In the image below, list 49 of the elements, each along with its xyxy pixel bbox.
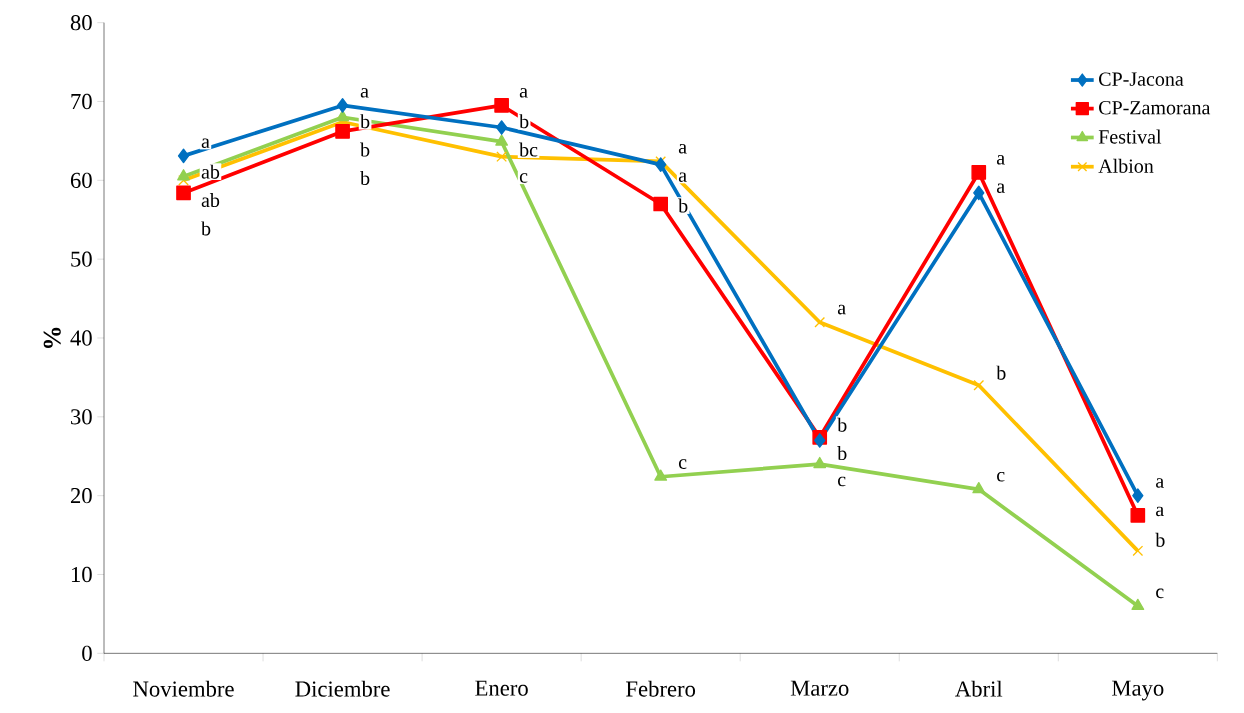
x-tick-label: Febrero — [626, 680, 696, 697]
annotation: c — [1156, 588, 1164, 599]
annotation: b — [1155, 532, 1165, 547]
annotation: b — [360, 170, 370, 185]
annotation: b — [678, 198, 688, 213]
x-tick-label: Enero — [475, 680, 528, 696]
annotation: a — [201, 138, 210, 148]
annotation: b — [519, 114, 529, 129]
legend-label: Festival — [1098, 129, 1162, 144]
annotation: a — [1156, 478, 1164, 488]
legend-label: CP-Jacona — [1099, 72, 1184, 86]
annotation: a — [519, 87, 528, 98]
x-tick-label: Diciembre — [295, 680, 390, 697]
annotation: c — [837, 476, 846, 487]
y-tick-label: 0 — [82, 645, 92, 661]
annotation: b — [837, 417, 847, 432]
x-tick-label: Marzo — [790, 680, 849, 696]
annotation: a — [678, 143, 687, 154]
y-tick-label: 40 — [70, 330, 92, 346]
y-tick-label: 60 — [70, 172, 92, 188]
annotation: b — [996, 365, 1006, 380]
annotation: ab — [201, 164, 220, 179]
annotation: a — [996, 183, 1005, 193]
x-tick-label: Abril — [955, 680, 1003, 697]
y-tick-label: 10 — [71, 566, 92, 582]
legend-label: Albion — [1098, 158, 1154, 173]
y-tick-label: 30 — [71, 409, 92, 425]
x-tick-label: Noviembre — [133, 680, 234, 697]
annotation: bc — [519, 142, 538, 157]
annotation: b — [360, 114, 370, 129]
annotation: c — [678, 459, 687, 469]
annotation: a — [837, 304, 846, 315]
y-tick-label: 20 — [70, 487, 92, 504]
annotation: b — [837, 445, 847, 460]
legend-label: CP-Zamorana — [1099, 100, 1211, 115]
annotation: a — [1156, 506, 1164, 517]
annotation: a — [996, 154, 1005, 165]
y-axis-title: % — [43, 327, 61, 348]
annotation: a — [360, 87, 369, 98]
x-tick-label: Mayo — [1112, 680, 1164, 701]
annotation: c — [997, 471, 1005, 482]
y-tick-label: 70 — [71, 93, 92, 109]
y-tick-label: 80 — [70, 14, 92, 31]
y-tick-label: 50 — [71, 251, 92, 267]
annotation: b — [360, 142, 370, 157]
annotation: b — [201, 221, 211, 236]
annotation: a — [678, 172, 687, 182]
annotation: ab — [201, 192, 220, 207]
annotation: c — [519, 173, 528, 183]
